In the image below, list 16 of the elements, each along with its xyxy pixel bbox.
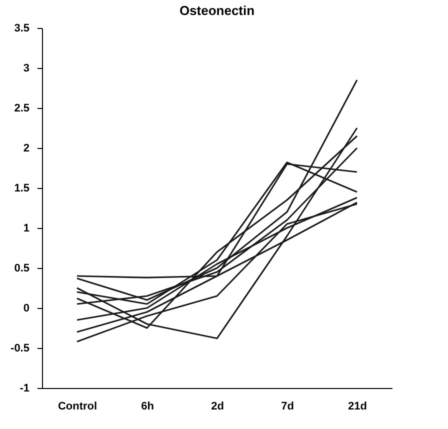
y-tick-label: 0.5 [14,262,30,274]
x-tick-label: Control [58,400,98,412]
y-tick-label: 1.5 [14,182,30,194]
y-tick-label: 2.5 [14,102,30,114]
x-tick-label: 21d [348,400,367,412]
y-tick-label: 3.5 [14,22,30,34]
y-tick-label: -0.5 [10,342,30,354]
y-tick-label: -1 [20,382,30,394]
y-tick-label: 1 [23,222,30,234]
x-tick-label: 6h [141,400,154,412]
x-tick-label: 7d [281,400,294,412]
y-tick-label: 3 [23,62,30,74]
y-tick-label: 0 [23,302,30,314]
chart-title: Osteonectin [179,3,255,18]
y-tick-label: 2 [23,142,30,154]
x-tick-label: 2d [211,400,224,412]
